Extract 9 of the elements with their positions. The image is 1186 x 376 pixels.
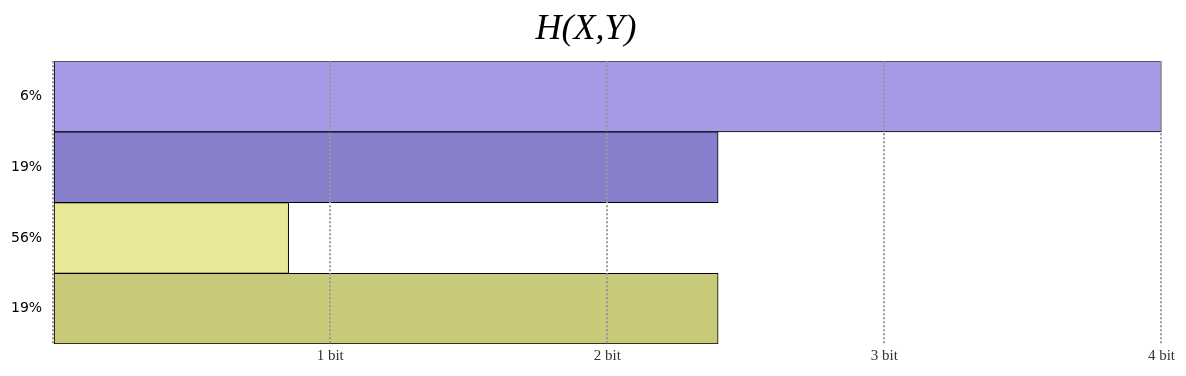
y-tick-label: 56% <box>10 228 43 245</box>
x-tick-label: 1 bit <box>316 346 345 363</box>
y-tick-label: 6% <box>19 87 43 104</box>
chart-title: H(X,Y) <box>534 7 637 48</box>
x-tick-label: 2 bit <box>593 346 622 363</box>
y-tick-label: 19% <box>10 299 43 316</box>
x-tick-label: 4 bit <box>1147 346 1176 363</box>
y-tick-label: 19% <box>10 157 43 174</box>
x-tick-label: 3 bit <box>870 346 899 363</box>
